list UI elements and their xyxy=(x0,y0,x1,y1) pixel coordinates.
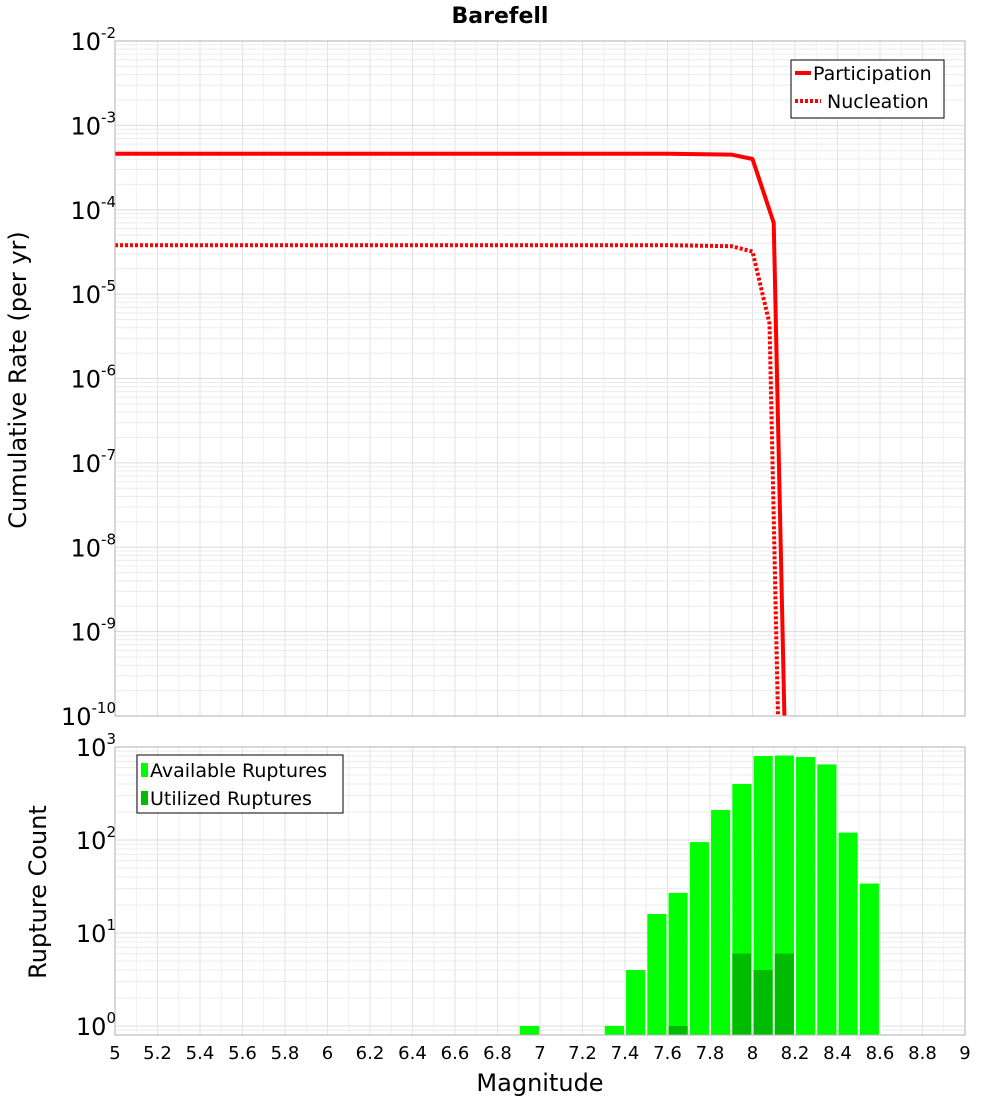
utilized-rupture-bar xyxy=(753,969,773,1035)
available-legend-label: Available Ruptures xyxy=(150,760,327,782)
nucleation-line xyxy=(115,243,780,717)
top-legend: Participation Nucleation xyxy=(790,59,945,119)
x-tick-label: 5 xyxy=(109,1043,120,1064)
top-plot-frame xyxy=(114,40,966,717)
top-y-tick-label: 10-10 xyxy=(61,699,116,731)
x-tick-label: 6 xyxy=(322,1043,333,1064)
top-y-tick-label: 10-7 xyxy=(70,446,116,478)
available-rupture-bar xyxy=(838,832,858,1035)
chart-title: Barefell xyxy=(452,4,549,29)
bottom-y-tick-label: 103 xyxy=(76,730,116,762)
x-tick-label: 6.4 xyxy=(398,1043,427,1064)
top-y-tick-label: 10-6 xyxy=(70,362,116,394)
top-legend-box xyxy=(790,59,945,119)
available-rupture-bar xyxy=(689,842,709,1035)
top-y-axis-label: Cumulative Rate (per yr) xyxy=(4,231,32,529)
nucleation-legend-label: Nucleation xyxy=(827,91,929,113)
available-rupture-bar xyxy=(668,892,688,1035)
top-y-tick-label: 10-2 xyxy=(70,24,116,56)
available-rupture-bar xyxy=(604,1025,624,1035)
participation-line xyxy=(115,151,787,717)
bottom-plot-frame xyxy=(114,746,966,1036)
bottom-legend: Available Ruptures Utilized Ruptures xyxy=(136,754,344,814)
x-tick-label: 6.8 xyxy=(483,1043,512,1064)
x-tick-label: 8.4 xyxy=(823,1043,852,1064)
top-y-tick-label: 10-5 xyxy=(70,277,116,309)
top-y-tick-label: 10-3 xyxy=(70,108,116,140)
available-rupture-bar xyxy=(626,969,646,1035)
utilized-legend-swatch xyxy=(141,791,148,805)
top-y-tick-label: 10-4 xyxy=(70,193,116,225)
x-tick-label: 7 xyxy=(534,1043,545,1064)
available-rupture-bar xyxy=(796,757,816,1035)
x-tick-label: 8 xyxy=(747,1043,758,1064)
x-tick-label: 6.2 xyxy=(356,1043,385,1064)
available-rupture-bar xyxy=(859,883,879,1035)
available-rupture-bar xyxy=(711,810,731,1035)
x-axis-label: Magnitude xyxy=(476,1069,603,1097)
available-rupture-bar xyxy=(519,1025,539,1035)
x-tick-label: 5.8 xyxy=(271,1043,300,1064)
x-tick-label: 9 xyxy=(959,1043,970,1064)
available-rupture-bar xyxy=(817,764,837,1035)
available-rupture-bar xyxy=(753,756,773,1035)
utilized-rupture-bar xyxy=(732,953,752,1035)
available-rupture-bar xyxy=(647,914,667,1035)
x-tick-label: 7.4 xyxy=(611,1043,640,1064)
x-tick-label: 5.6 xyxy=(228,1043,257,1064)
top-y-tick-label: 10-9 xyxy=(70,615,116,647)
top-y-tick-label: 10-8 xyxy=(70,530,116,562)
x-tick-label: 8.8 xyxy=(908,1043,937,1064)
x-tick-label: 7.6 xyxy=(653,1043,682,1064)
x-tick-label: 7.8 xyxy=(696,1043,725,1064)
x-tick-label: 7.2 xyxy=(568,1043,597,1064)
x-tick-label: 8.2 xyxy=(781,1043,810,1064)
bottom-y-axis-label: Rupture Count xyxy=(24,805,52,979)
x-tick-label: 5.2 xyxy=(143,1043,172,1064)
utilized-legend-label: Utilized Ruptures xyxy=(150,788,312,810)
bottom-legend-box xyxy=(136,754,344,814)
utilized-rupture-bar xyxy=(668,1025,688,1035)
x-tick-label: 8.6 xyxy=(866,1043,895,1064)
participation-legend-label: Participation xyxy=(813,63,932,85)
utilized-rupture-bar xyxy=(774,953,794,1035)
x-tick-label: 6.6 xyxy=(441,1043,470,1064)
bottom-y-tick-label: 102 xyxy=(76,823,116,855)
bottom-y-tick-label: 101 xyxy=(76,916,116,948)
available-legend-swatch xyxy=(141,763,148,777)
bottom-y-tick-label: 100 xyxy=(76,1009,116,1041)
x-tick-label: 5.4 xyxy=(186,1043,215,1064)
